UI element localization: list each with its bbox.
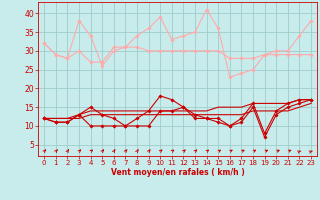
X-axis label: Vent moyen/en rafales ( km/h ): Vent moyen/en rafales ( km/h ) — [111, 168, 244, 177]
